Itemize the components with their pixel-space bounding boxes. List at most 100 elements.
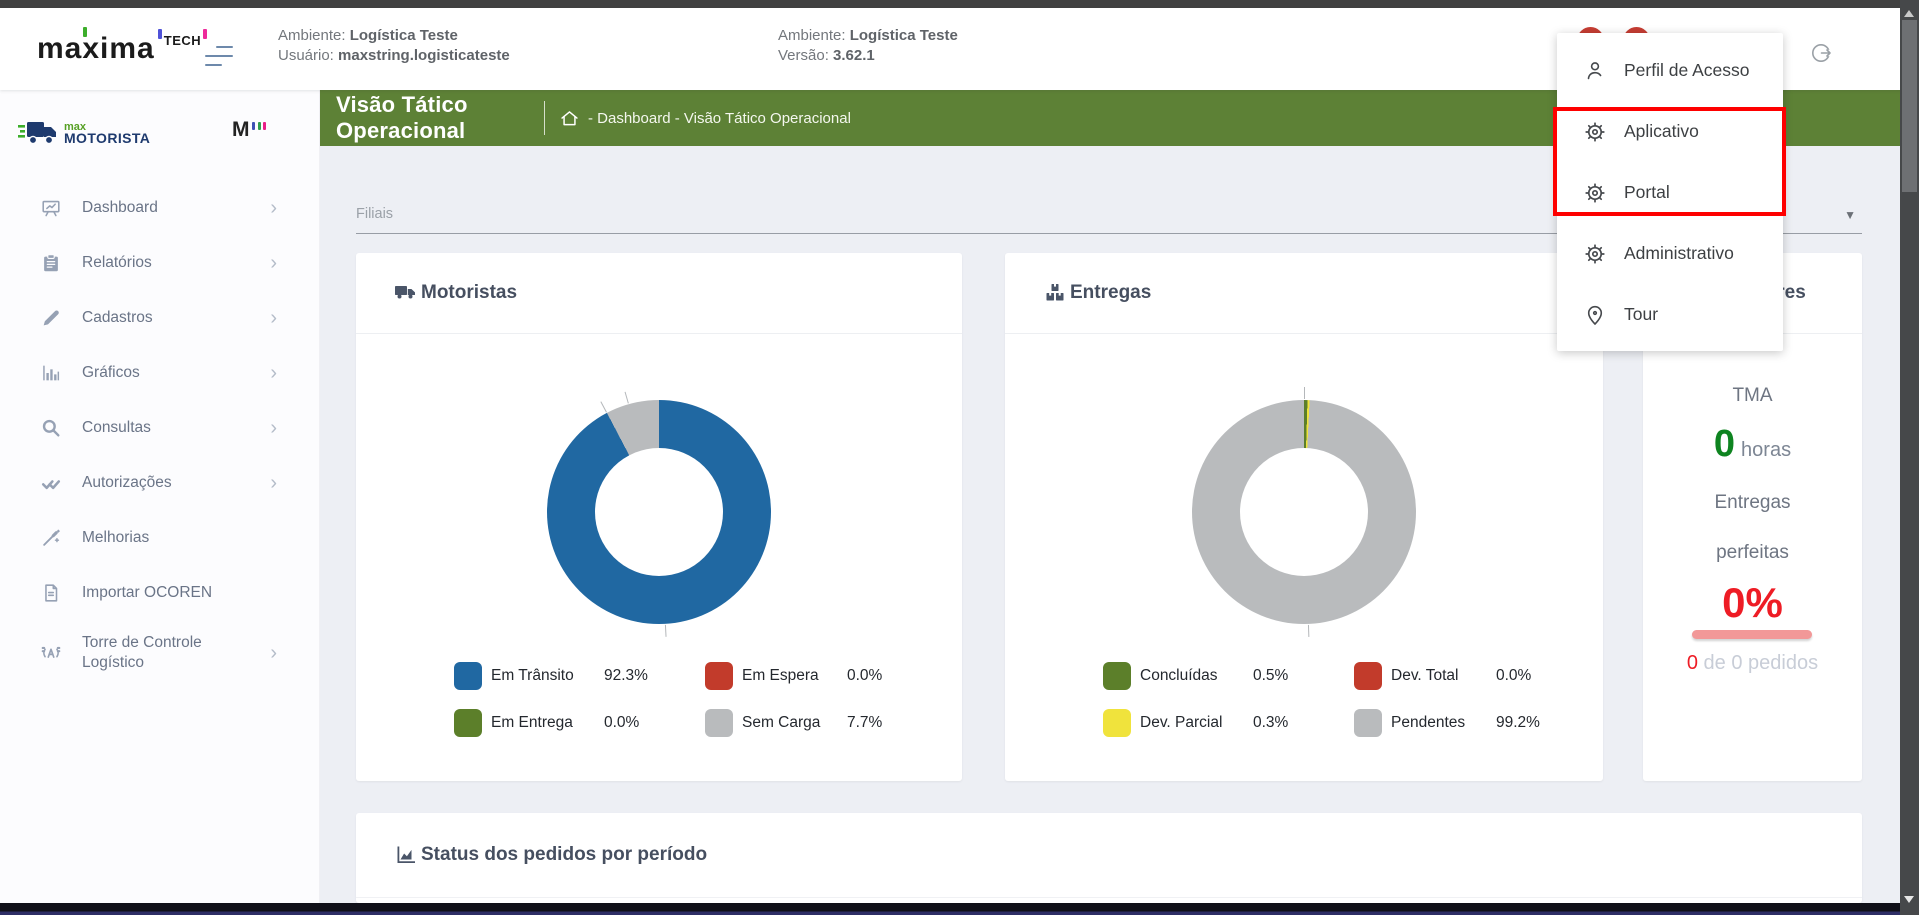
search-icon	[40, 417, 62, 439]
sidebar-item-label: Torre de Controle Logístico	[82, 633, 252, 673]
sidebar-item-label: Dashboard	[82, 198, 252, 218]
donut-ring[interactable]	[1192, 400, 1416, 624]
versao-label: Versão:	[778, 47, 829, 64]
environment-info-primary: Ambiente: Logística Teste Usuário: maxst…	[278, 26, 510, 66]
sidebar-item-importar-ocoren[interactable]: Importar OCOREN	[0, 565, 319, 620]
menu-item-perfil-de-acesso[interactable]: Perfil de Acesso	[1557, 40, 1783, 101]
app-window: maxima TECH Ambiente: Logística Teste Us…	[0, 0, 1919, 915]
logout-icon[interactable]	[1810, 41, 1834, 65]
tma-unit: horas	[1741, 439, 1791, 461]
home-icon[interactable]	[559, 108, 580, 129]
chevron-right-icon: ›	[270, 474, 277, 492]
scroll-up-arrow-icon[interactable]	[1904, 10, 1914, 17]
scrollbar-thumb[interactable]	[1902, 20, 1917, 192]
entregas-perfeitas-line2: perfeitas	[1643, 542, 1862, 564]
legend-value: 0.0%	[847, 667, 917, 685]
chevron-right-icon: ›	[270, 364, 277, 382]
person-icon	[1583, 59, 1607, 83]
legend-swatch[interactable]	[454, 709, 482, 737]
scrollbar[interactable]	[1900, 0, 1919, 915]
chevron-right-icon: ›	[270, 309, 277, 327]
legend-swatch[interactable]	[1103, 709, 1131, 737]
legend-swatch[interactable]	[454, 662, 482, 690]
mini-m-text: M	[232, 120, 250, 140]
ambiente-label: Ambiente:	[278, 27, 346, 44]
menu-item-label: Aplicativo	[1624, 121, 1699, 142]
sidebar-item-graficos[interactable]: Gráficos ›	[0, 345, 319, 400]
status-card-title: Status dos pedidos por período	[421, 844, 707, 866]
legend-swatch[interactable]	[1354, 662, 1382, 690]
donut-ring[interactable]	[547, 400, 771, 624]
donut-tick	[624, 392, 628, 404]
sidebar-item-melhorias[interactable]: Melhorias	[0, 510, 319, 565]
sidebar-item-consultas[interactable]: Consultas ›	[0, 400, 319, 455]
usuario-label: Usuário:	[278, 47, 334, 64]
pencil-icon	[40, 307, 62, 329]
boxes-icon	[1043, 282, 1067, 304]
legend-value: 0.3%	[1253, 714, 1341, 732]
sidebar-item-label: Melhorias	[82, 528, 252, 548]
brand-green-tick-icon	[83, 27, 87, 37]
window-top-frame	[0, 0, 1919, 8]
sidebar-item-relatorios[interactable]: Relatórios ›	[0, 235, 319, 290]
legend-swatch[interactable]	[1103, 662, 1131, 690]
legend-swatch[interactable]	[705, 662, 733, 690]
clipboard-icon	[40, 252, 62, 274]
magic-wand-icon	[40, 527, 62, 549]
motoristas-card-header: Motoristas	[356, 253, 962, 334]
title-divider	[544, 101, 545, 135]
environment-info-secondary: Ambiente: Logística Teste Versão: 3.62.1	[778, 26, 958, 66]
sidebar-item-cadastros[interactable]: Cadastros ›	[0, 290, 319, 345]
sidebar: max MOTORISTA M Dashboard ›	[0, 90, 320, 903]
legend-swatch[interactable]	[1354, 709, 1382, 737]
menu-item-label: Portal	[1624, 182, 1670, 203]
legend-value: 0.0%	[1496, 667, 1566, 685]
entregas-card-header: Entregas	[1005, 253, 1603, 334]
legend-swatch[interactable]	[705, 709, 733, 737]
mini-blue-tick-icon	[252, 122, 255, 130]
gear-icon	[1583, 120, 1607, 144]
dashboard-icon	[40, 197, 62, 219]
sidebar-item-label: Cadastros	[82, 308, 252, 328]
sidebar-item-label: Consultas	[82, 418, 252, 438]
window-bottom-frame	[0, 903, 1900, 915]
legend-label: Dev. Total	[1391, 667, 1496, 685]
menu-item-label: Perfil de Acesso	[1624, 60, 1749, 81]
user-menu-dropdown: Perfil de Acesso Aplicativo Portal	[1557, 33, 1783, 351]
entregas-card-title: Entregas	[1070, 282, 1151, 304]
max-motorista-logo: max MOTORISTA	[18, 118, 150, 148]
legend-label: Concluídas	[1140, 667, 1253, 685]
menu-item-portal[interactable]: Portal	[1557, 162, 1783, 223]
legend-label: Pendentes	[1391, 714, 1496, 732]
status-card-header: Status dos pedidos por período	[356, 813, 1862, 898]
sidebar-item-autorizacoes[interactable]: Autorizações ›	[0, 455, 319, 510]
sidebar-item-dashboard[interactable]: Dashboard ›	[0, 180, 319, 235]
ambiente-value: Logística Teste	[850, 27, 958, 44]
menu-item-aplicativo[interactable]: Aplicativo	[1557, 101, 1783, 162]
legend-value: 99.2%	[1496, 714, 1566, 732]
chevron-right-icon: ›	[270, 254, 277, 272]
truck-icon	[394, 282, 418, 304]
antenna-icon	[40, 642, 62, 664]
maxima-tech-logo[interactable]: maxima TECH	[37, 32, 207, 66]
brand-blue-tick-icon	[158, 29, 162, 39]
legend-value: 92.3%	[604, 667, 692, 685]
orders-count: 0	[1687, 652, 1698, 674]
entregas-card: Entregas Concluídas 0.5% Dev. Total	[1005, 253, 1603, 781]
versao-value: 3.62.1	[833, 47, 875, 64]
menu-toggle-icon[interactable]	[205, 46, 233, 73]
brand-suffix-text: TECH	[164, 33, 201, 48]
brand-suffix: TECH	[158, 33, 207, 48]
donut-tick	[1307, 625, 1308, 637]
menu-item-tour[interactable]: Tour	[1557, 284, 1783, 345]
legend-label: Sem Carga	[742, 714, 847, 732]
ambiente-value: Logística Teste	[350, 27, 458, 44]
sidebar-item-label: Autorizações	[82, 473, 252, 493]
menu-item-administrativo[interactable]: Administrativo	[1557, 223, 1783, 284]
motoristas-donut-chart[interactable]	[547, 400, 771, 624]
motoristas-card-title: Motoristas	[421, 282, 517, 304]
scroll-down-arrow-icon[interactable]	[1904, 896, 1914, 903]
sidebar-item-torre-de-controle[interactable]: Torre de Controle Logístico ›	[0, 620, 319, 685]
entregas-donut-chart[interactable]	[1192, 400, 1416, 624]
sidebar-nav: Dashboard › Relatórios ›	[0, 180, 319, 685]
